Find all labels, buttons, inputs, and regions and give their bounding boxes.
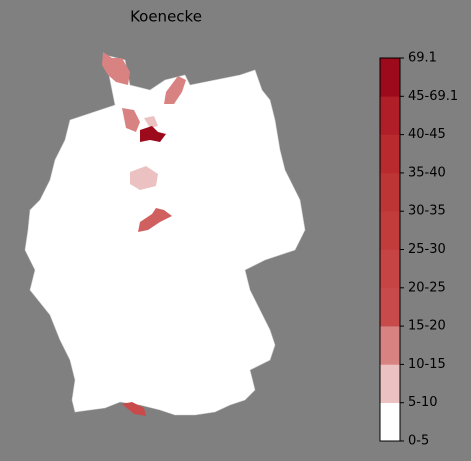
colorbar-label: 10-15	[408, 357, 446, 372]
region-highlight	[144, 116, 158, 128]
colorbar-band	[380, 364, 400, 403]
region-highlight	[122, 402, 146, 416]
region-highlight	[122, 108, 140, 132]
colorbar-band	[380, 249, 400, 289]
colorbar-label: 69.1	[408, 51, 437, 66]
colorbar-label: 40-45	[408, 127, 446, 142]
colorbar-label: 20-25	[408, 280, 446, 295]
colorbar-band	[380, 96, 400, 135]
country-shape	[24, 54, 306, 416]
region-highlight	[130, 166, 158, 190]
colorbar-band	[380, 326, 400, 365]
colorbar-label: 15-20	[408, 319, 446, 334]
colorbar-label: 45-69.1	[408, 89, 458, 104]
colorbar-band	[380, 58, 400, 97]
colorbar-band	[380, 287, 400, 327]
colorbar: 0-5 5-10 10-15 15-20 20-25 25-30 30-35 35-40 40-…	[379, 51, 458, 449]
colorbar-band	[380, 172, 400, 212]
region-highlight	[102, 52, 130, 85]
region-highlight	[140, 126, 166, 142]
colorbar-label: 25-30	[408, 242, 446, 257]
region-highlight	[138, 208, 172, 232]
colorbar-label: 30-35	[408, 204, 446, 219]
region-highlight	[164, 76, 186, 104]
colorbar-band	[380, 211, 400, 250]
colorbar-band	[380, 134, 400, 174]
germany-map	[24, 52, 306, 416]
colorbar-label: 5-10	[408, 395, 438, 410]
colorbar-label: 0-5	[408, 434, 429, 449]
map-title: Koenecke	[130, 8, 202, 26]
colorbar-label: 35-40	[408, 165, 446, 180]
colorbar-band	[380, 402, 400, 442]
